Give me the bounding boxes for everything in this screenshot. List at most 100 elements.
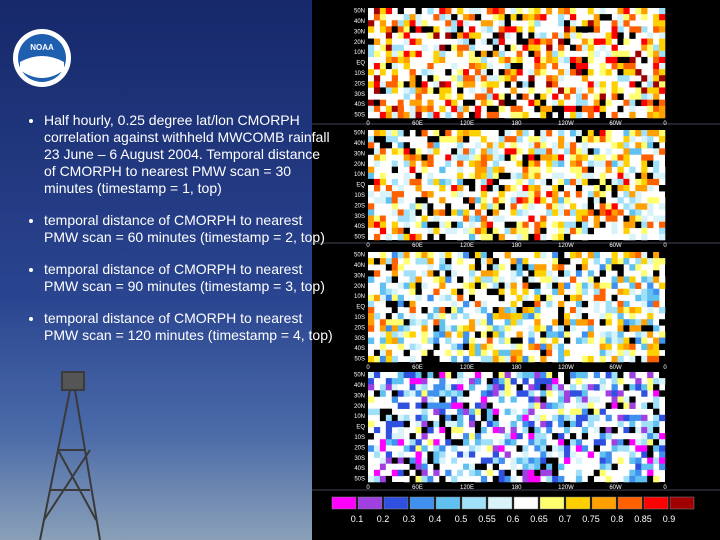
map-cell: [635, 337, 642, 344]
map-cell: [468, 38, 476, 45]
map-cell: [504, 81, 511, 88]
map-cell: [373, 288, 381, 296]
map-cell: [564, 372, 571, 379]
map-cell: [534, 439, 541, 446]
map-cell: [599, 313, 606, 320]
map-cell: [528, 355, 535, 363]
map-cell: [415, 420, 422, 428]
map-cell: [558, 349, 565, 357]
map-cell: [385, 56, 393, 64]
map-cell: [611, 32, 618, 39]
lon-label: 0: [663, 365, 667, 371]
map-cell: [492, 402, 499, 409]
map-cell: [421, 408, 428, 416]
map-cell: [385, 215, 393, 222]
map-cell: [403, 420, 410, 428]
map-cell: [403, 325, 410, 332]
map-cell: [659, 233, 666, 241]
lat-label: EQ: [356, 61, 365, 67]
map-cell: [421, 457, 428, 464]
map-cell: [397, 457, 404, 464]
map-cell: [385, 294, 393, 302]
map-cell: [379, 111, 387, 119]
map-cell: [552, 343, 559, 351]
map-cell: [498, 414, 505, 422]
map-cell: [575, 191, 583, 198]
map-cell: [617, 264, 624, 271]
map-cell: [474, 402, 482, 409]
map-cell: [516, 221, 523, 229]
map-cell: [587, 451, 595, 458]
map-cell: [593, 148, 600, 155]
map-cell: [534, 69, 541, 76]
map-cell: [451, 355, 458, 363]
map-cell: [528, 439, 535, 446]
map-cell: [623, 414, 630, 422]
map-cell: [368, 172, 375, 180]
map-cell: [641, 14, 648, 21]
map-cell: [368, 319, 375, 326]
map-cell: [611, 227, 618, 235]
map-cell: [611, 185, 618, 192]
map-cell: [403, 349, 410, 357]
map-cell: [474, 93, 482, 100]
map-cell: [617, 172, 624, 180]
map-cell: [564, 99, 571, 107]
map-cell: [516, 475, 523, 483]
map-cell: [480, 355, 488, 363]
lat-label: 20S: [354, 445, 365, 451]
map-cell: [439, 384, 446, 391]
map-cell: [468, 160, 476, 167]
map-cell: [540, 331, 547, 338]
map-cell: [569, 8, 577, 15]
map-cell: [587, 81, 595, 88]
map-cell: [480, 81, 488, 88]
map-cell: [528, 475, 535, 483]
map-cell: [575, 160, 583, 167]
map-cell: [480, 294, 488, 302]
map-cell: [647, 433, 654, 440]
map-cell: [373, 355, 381, 363]
map-cell: [492, 50, 499, 58]
map-cell: [433, 130, 440, 137]
map-cell: [391, 160, 398, 167]
map-cell: [492, 44, 499, 52]
map-cell: [427, 227, 434, 235]
lon-label: 120E: [460, 485, 474, 491]
map-cell: [659, 276, 666, 283]
map-cell: [421, 87, 428, 94]
map-cell: [552, 50, 559, 58]
map-cell: [546, 384, 553, 391]
map-cell: [581, 408, 589, 416]
map-cell: [540, 445, 547, 452]
lat-label: 10N: [354, 414, 365, 420]
map-cell: [647, 325, 654, 332]
map-cell: [451, 414, 458, 422]
map-cell: [569, 221, 577, 229]
map-cell: [433, 402, 440, 409]
map-cell: [593, 378, 600, 385]
map-cell: [463, 81, 470, 88]
map-cell: [617, 294, 624, 302]
map-cell: [516, 445, 523, 452]
map-cell: [635, 475, 642, 483]
map-cell: [516, 414, 523, 422]
map-cell: [522, 166, 529, 174]
map-cell: [546, 372, 553, 379]
map-cell: [623, 384, 630, 391]
map-cell: [575, 209, 583, 216]
map-cell: [409, 203, 416, 210]
map-cell: [403, 81, 410, 88]
map-cell: [569, 14, 577, 21]
logo-bird: [20, 56, 64, 78]
map-cell: [379, 343, 387, 351]
map-cell: [564, 451, 571, 458]
map-cell: [587, 390, 595, 397]
map-cell: [403, 111, 410, 119]
map-cell: [522, 451, 529, 458]
map-cell: [599, 227, 606, 235]
map-cell: [385, 313, 393, 320]
map-cell: [528, 87, 535, 94]
map-cell: [647, 142, 654, 149]
map-cell: [617, 221, 624, 229]
